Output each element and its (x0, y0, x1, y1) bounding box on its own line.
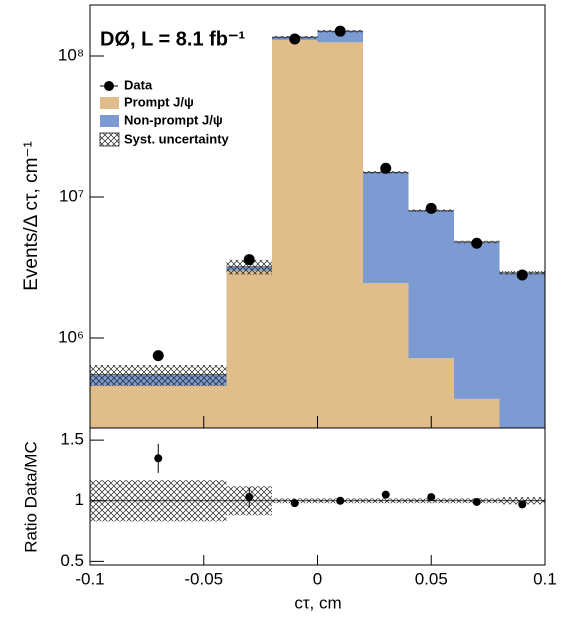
data-point (336, 496, 345, 505)
histogram-bar (226, 270, 272, 428)
syst-band (226, 259, 272, 275)
legend-label: Non-prompt J/ψ (124, 112, 223, 127)
legend-label: Data (124, 77, 153, 92)
data-point (289, 33, 301, 45)
x-axis-label: cτ, cm (294, 593, 341, 612)
syst-band (90, 364, 227, 387)
data-point (290, 499, 299, 508)
data-point (516, 269, 528, 281)
histogram-bar (363, 283, 409, 428)
legend-label: Syst. uncertainty (124, 131, 230, 146)
x-tick-label: -0.1 (75, 569, 104, 588)
data-point (381, 490, 390, 499)
histogram-bar (500, 454, 546, 478)
data-point (152, 350, 164, 362)
ratio-plot (90, 443, 545, 522)
data-point (245, 493, 254, 502)
x-tick-label: 0.05 (415, 569, 448, 588)
y-tick-label: 10⁶ (58, 327, 84, 346)
histogram-bar (317, 42, 363, 428)
axes: 10⁶ 10⁷ 10⁸ 0.5 1 1.5 -0.1 -0.05 0 0.05 0.1 (58, 45, 557, 588)
data-point (471, 237, 483, 249)
legend-swatch (99, 132, 120, 147)
histogram-bar (272, 39, 318, 428)
y-axis-label: Ratio Data/MC (21, 441, 40, 552)
x-tick-label: -0.05 (184, 569, 223, 588)
legend-swatch (100, 97, 119, 109)
histogram-bar (499, 272, 545, 428)
data-point (518, 500, 527, 509)
data-point (154, 454, 163, 463)
data-point (243, 254, 255, 266)
legend: Data Prompt J/ψ Non-prompt J/ψ Syst. unc… (99, 77, 230, 147)
chart-title: DØ, L = 8.1 fb⁻¹ (100, 28, 246, 50)
y-tick-label: 1 (75, 490, 84, 509)
data-point (334, 25, 346, 37)
x-tick-label: 0 (313, 569, 322, 588)
legend-label: Prompt J/ψ (124, 94, 194, 109)
histogram-bar (363, 172, 409, 284)
frame (89, 427, 546, 566)
data-point (472, 497, 481, 506)
y-tick-label: 10⁷ (59, 186, 84, 205)
legend-swatch (100, 115, 119, 127)
data-point (427, 493, 436, 502)
histogram-bar (408, 210, 454, 359)
y-tick-label: 1.5 (60, 430, 84, 449)
y-tick-label: 0.5 (60, 551, 84, 570)
histogram-bar (454, 398, 500, 428)
x-tick-label: 0.1 (533, 569, 557, 588)
histogram-bar (454, 241, 500, 399)
y-axis-label: Events/Δ cτ, cm⁻¹ (21, 141, 42, 291)
data-point (380, 162, 392, 174)
y-tick-label: 10⁸ (58, 45, 84, 64)
histogram-bar (317, 31, 363, 43)
data-point (425, 202, 437, 214)
